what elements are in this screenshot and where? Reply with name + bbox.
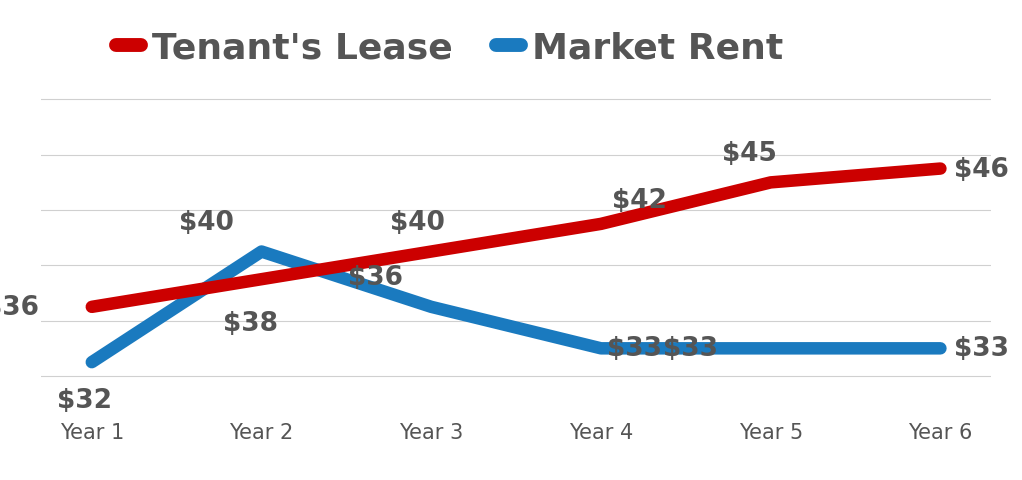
Text: $40: $40: [179, 209, 233, 235]
Text: $38: $38: [223, 310, 278, 336]
Text: $33: $33: [663, 336, 717, 361]
Text: $33: $33: [955, 336, 1010, 361]
Text: $46: $46: [955, 156, 1009, 182]
Text: $33: $33: [606, 336, 661, 361]
Text: $36: $36: [0, 294, 39, 320]
Text: $36: $36: [349, 264, 404, 290]
Text: $40: $40: [390, 209, 445, 235]
Text: $32: $32: [57, 387, 112, 413]
Legend: Tenant's Lease, Market Rent: Tenant's Lease, Market Rent: [115, 32, 783, 65]
Text: $45: $45: [723, 141, 778, 167]
Text: $42: $42: [612, 187, 667, 213]
